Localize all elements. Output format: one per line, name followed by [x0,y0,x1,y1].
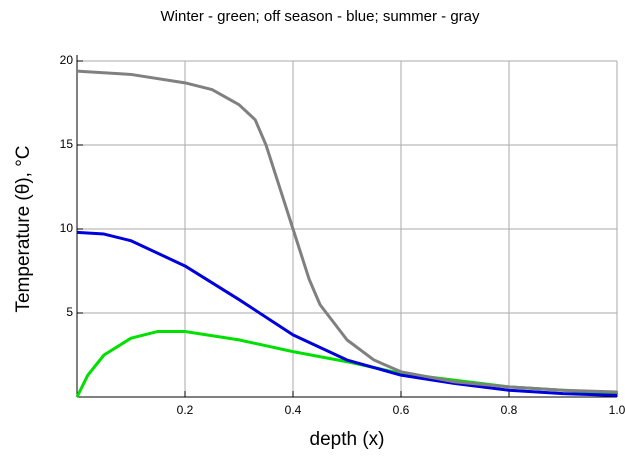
y-axis-label: Temperature (θ), °C [13,145,34,312]
y-tick-label: 15 [60,137,74,151]
x-axis-label: depth (x) [310,429,385,450]
y-tick-label: 20 [60,53,74,67]
x-tick-label: 0.4 [285,403,302,417]
x-tick-label: 1.0 [609,403,625,417]
x-tick-label: 0.8 [501,403,518,417]
x-tick-label: 0.2 [177,403,194,417]
series-line [76,230,618,397]
y-tick-label: 5 [66,305,73,319]
x-tick-label: 0.6 [393,403,410,417]
chart-title: Winter - green; off season - blue; summe… [160,8,480,25]
series-line [76,69,618,394]
y-tick-label: 10 [60,221,74,235]
